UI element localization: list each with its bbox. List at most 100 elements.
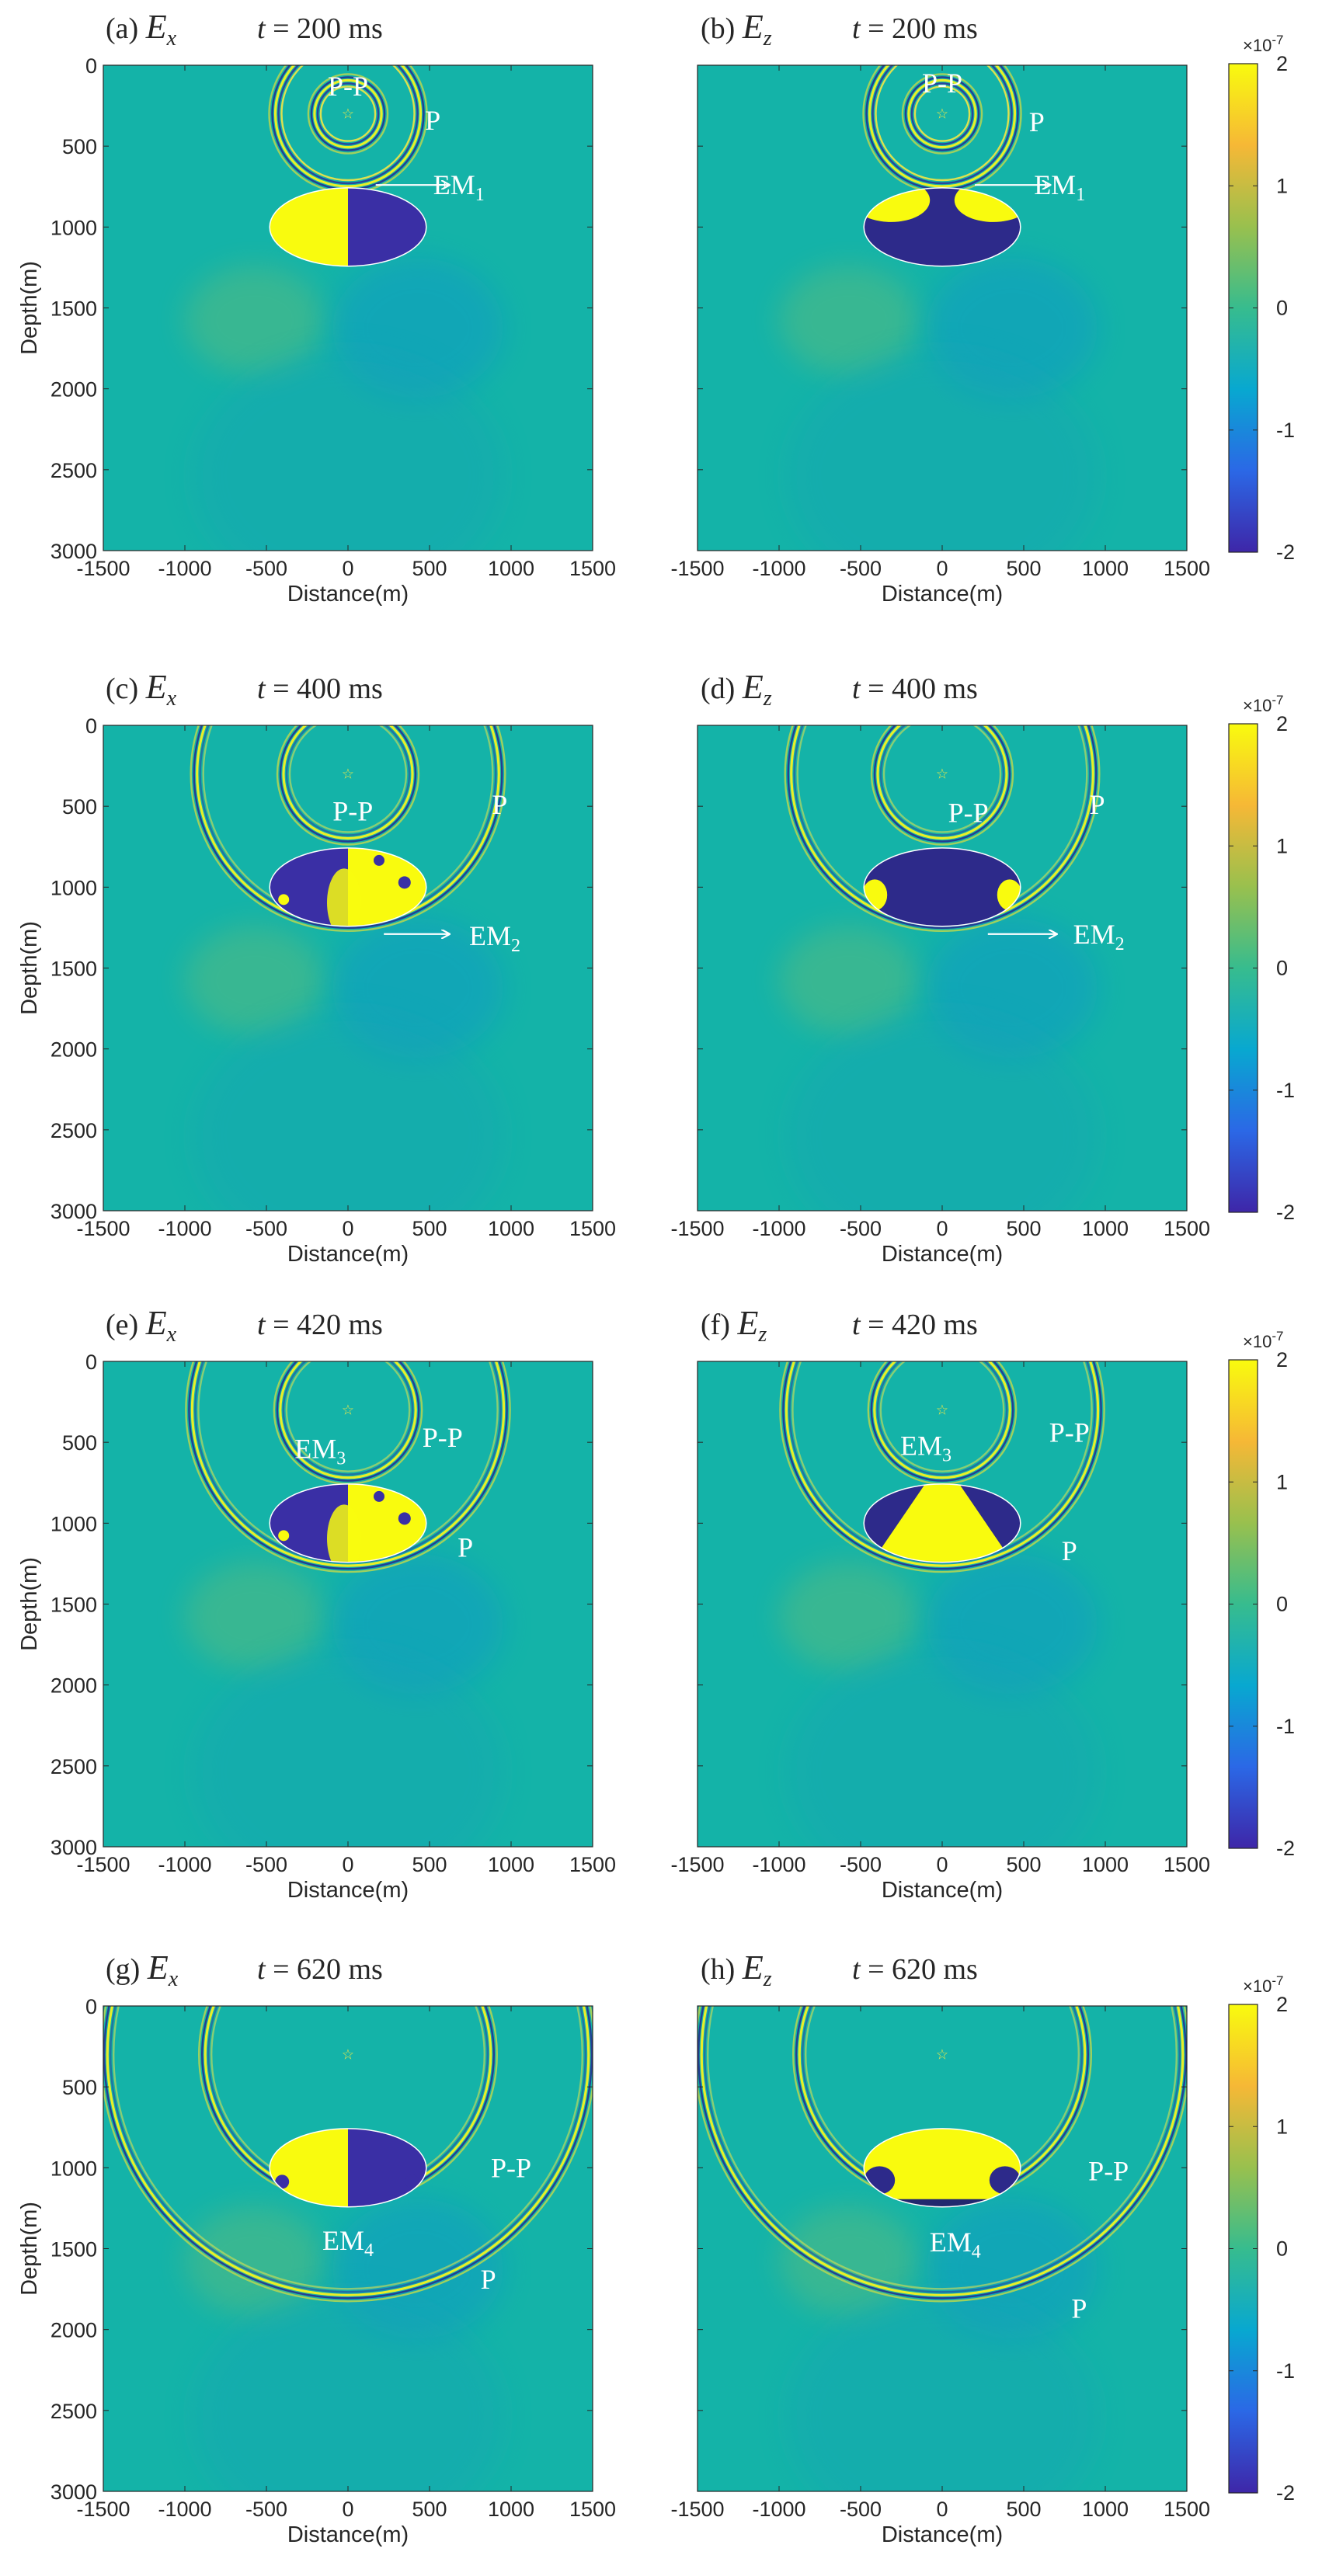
x-tick-label: -500	[245, 1217, 287, 1240]
panel-tag: (c)	[106, 673, 146, 705]
field-subscript: x	[166, 687, 177, 711]
wave-label-text: P	[1071, 2293, 1087, 2324]
field-symbol: E	[147, 1949, 169, 1987]
wavefront-P	[113, 2006, 583, 2290]
wave-label-sub: 4	[972, 2242, 981, 2262]
anomaly-outline	[269, 2128, 427, 2208]
panel-time: t = 200 ms	[257, 12, 383, 45]
time-symbol: t	[852, 673, 868, 705]
wavefront-P	[190, 1361, 506, 1567]
field-subscript: x	[166, 26, 177, 50]
colorbar-exponent-base: ×10	[1243, 696, 1272, 715]
wave-label-sub: 2	[1115, 934, 1125, 954]
wave-label-sub: 3	[336, 1449, 346, 1469]
anomaly-outline	[269, 187, 427, 267]
field-symbol: E	[742, 1949, 764, 1987]
x-tick-label: -1500	[76, 557, 130, 580]
x-axis-label: Distance(m)	[882, 1242, 1003, 1267]
wave-label: P-P	[922, 68, 962, 99]
diffuse-patch	[193, 1011, 503, 1211]
x-tick-label: 1000	[1082, 1853, 1129, 1876]
x-tick-label: -500	[840, 557, 882, 580]
diffuse-patch	[787, 1647, 1098, 1847]
time-symbol: t	[257, 673, 273, 705]
wave-label: EM2	[1073, 919, 1125, 954]
panel-time: t = 400 ms	[852, 673, 978, 705]
y-tick-label: 500	[62, 1431, 97, 1455]
wavefront-P-P	[282, 1361, 414, 1476]
panel-tag: (f)	[701, 1309, 737, 1341]
wave-label: EM2	[469, 920, 520, 956]
anomaly-positive	[864, 2128, 1021, 2207]
source-star-icon: ☆	[936, 767, 948, 782]
panel-time: t = 420 ms	[852, 1309, 978, 1341]
diffuse-patch	[185, 1562, 325, 1671]
diffuse-patch	[193, 1647, 503, 1847]
colorbar-exponent-power: -7	[1272, 1973, 1283, 1988]
wavefront-P-P	[873, 725, 1011, 843]
colorbar-bar	[1228, 1359, 1258, 1849]
anomaly-negative	[374, 854, 384, 866]
wave-label: P	[457, 1532, 473, 1563]
anomaly-negative	[398, 876, 411, 889]
wave-label: P-P	[332, 795, 373, 826]
x-axis-label: Distance(m)	[287, 1242, 409, 1267]
wave-label-sub: 3	[942, 1445, 952, 1465]
panel-title: (f) Ez	[701, 1304, 767, 1347]
wave-label-text: P-P	[491, 2152, 531, 2183]
y-tick-label: 3000	[50, 2480, 97, 2504]
source-star-icon: ☆	[342, 106, 354, 122]
colorbar-exponent-power: -7	[1272, 693, 1283, 707]
y-tick-label: 3000	[50, 1836, 97, 1859]
colorbar-exponent: ×10-7	[1243, 1329, 1283, 1351]
colorbar-exponent-power: -7	[1272, 1329, 1283, 1344]
y-axis-label: Depth(m)	[17, 921, 42, 1015]
wavefront-P-P	[882, 725, 1002, 833]
wave-label-text: P-P	[922, 68, 962, 99]
colorbar-1: 2 1 0 -1 -2 ×10-7	[1228, 33, 1295, 564]
panel-tag: (e)	[106, 1309, 146, 1341]
source-star-icon: ☆	[936, 2047, 948, 2063]
y-tick-label: 2500	[50, 1755, 97, 1778]
wavefront-P-P	[276, 725, 420, 846]
wavefront-P-P	[870, 725, 1014, 846]
y-tick-label: 2500	[50, 2400, 97, 2423]
colorbar-tick-label: 1	[1276, 2115, 1288, 2138]
wave-label: EM4	[322, 2225, 374, 2261]
wave-label-text: EM	[900, 1430, 942, 1461]
wave-label-text: P-P	[423, 1422, 463, 1453]
wave-label: P-P	[1049, 1417, 1090, 1448]
x-axis-label: Distance(m)	[882, 582, 1003, 607]
wave-label: P-P	[948, 798, 989, 829]
anomaly-positive	[278, 894, 290, 906]
diffuse-patch	[787, 1011, 1098, 1211]
wavefront-P	[103, 2006, 593, 2300]
colorbar-tick-label: 2	[1276, 1348, 1288, 1371]
wavefront-P-P	[279, 1361, 417, 1479]
wave-label-text: P	[425, 105, 440, 136]
diffuse-patch	[193, 2292, 503, 2491]
panel-time: t = 420 ms	[257, 1309, 383, 1341]
colorbar-exponent: ×10-7	[1243, 33, 1283, 55]
wave-label: P-P	[1088, 2156, 1129, 2187]
colorbar-tick-label: -2	[1276, 541, 1295, 564]
time-symbol: t	[257, 12, 273, 45]
anomaly-positive	[327, 868, 361, 926]
wavefront-P-P	[876, 1361, 1008, 1476]
y-tick-label: 1500	[50, 958, 97, 981]
panel-tag: (b)	[701, 12, 743, 45]
y-tick-label: 1500	[50, 1594, 97, 1617]
wave-label-text: P-P	[332, 795, 373, 826]
anomaly-negative	[405, 2174, 419, 2189]
wavefront-P	[704, 2006, 1181, 2293]
source-star-icon: ☆	[342, 767, 354, 782]
wavefront-P	[868, 65, 1017, 188]
wavefront-P	[280, 65, 416, 182]
time-value: = 420 ms	[273, 1309, 383, 1341]
field-symbol: E	[145, 8, 167, 46]
panel-e: ☆ EM3 P-P P -1500 -1000 -500 0 500 1000 1500 Distan…	[17, 1304, 616, 1903]
x-axis-label: Distance(m)	[287, 2522, 409, 2547]
diffuse-patch	[787, 2292, 1098, 2491]
time-symbol: t	[852, 12, 868, 45]
